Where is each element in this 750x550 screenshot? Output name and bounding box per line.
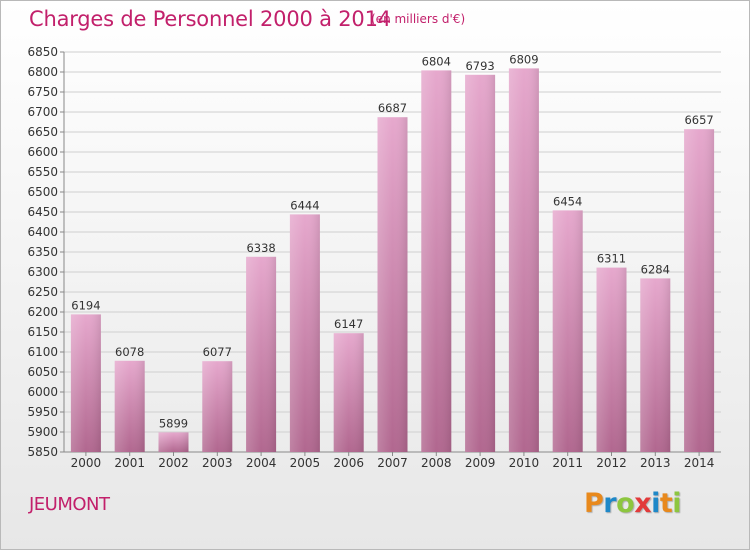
x-tick-label: 2002 [158, 456, 189, 470]
y-tick-label: 6800 [27, 65, 58, 79]
bar-shade [640, 278, 671, 452]
y-tick-label: 6050 [27, 365, 58, 379]
bar-shade [202, 361, 233, 452]
data-label: 5899 [159, 416, 188, 430]
x-tick-label: 2009 [465, 456, 496, 470]
y-tick-label: 6450 [27, 205, 58, 219]
bar-shade [70, 314, 101, 452]
y-tick-label: 6100 [27, 345, 58, 359]
logo-letter: r [603, 488, 617, 519]
data-label: 6077 [203, 345, 232, 359]
y-tick-label: 6150 [27, 325, 58, 339]
data-labels: 6194 6078 5899 6077 6338 6444 6147 6687 6804 6793… [71, 52, 713, 430]
data-label: 6444 [290, 198, 319, 212]
data-label: 6194 [71, 298, 100, 312]
y-tick-label: 5950 [27, 405, 58, 419]
x-tick-label: 2012 [596, 456, 627, 470]
data-label: 6147 [334, 317, 363, 331]
bar-shade [684, 129, 715, 452]
bar-shade [289, 214, 320, 452]
bars [70, 68, 715, 453]
x-tick-label: 2008 [421, 456, 452, 470]
x-tick-label: 2005 [290, 456, 321, 470]
data-label: 6078 [115, 345, 144, 359]
bar-shade [246, 256, 277, 452]
data-label: 6687 [378, 101, 407, 115]
logo-letter: i [672, 488, 682, 519]
bar-shade [114, 360, 145, 452]
data-label: 6454 [553, 194, 582, 208]
y-tick-label: 6850 [27, 45, 58, 59]
logo-letter: x [634, 488, 652, 519]
y-tick-label: 5900 [27, 425, 58, 439]
y-tick-label: 6550 [27, 165, 58, 179]
x-tick-label: 2007 [377, 456, 408, 470]
logo-letter: P [584, 488, 604, 519]
y-tick-label: 6600 [27, 145, 58, 159]
commune-name: JEUMONT [29, 494, 110, 515]
x-tick-label: 2010 [509, 456, 540, 470]
x-tick-label: 2001 [114, 456, 145, 470]
y-tick-label: 6700 [27, 105, 58, 119]
y-axis-ticks: 5850 5900 5950 6000 6050 6100 6150 6200 6250 6300… [27, 45, 64, 459]
logo-letter: t [659, 488, 673, 519]
proxiti-logo: Proxiti [584, 488, 682, 519]
bar-shade [333, 333, 364, 452]
bar-shade [465, 74, 496, 453]
y-tick-label: 6200 [27, 305, 58, 319]
x-tick-label: 2003 [202, 456, 233, 470]
data-label: 6793 [465, 59, 494, 73]
x-tick-label: 2000 [71, 456, 102, 470]
y-tick-label: 6350 [27, 245, 58, 259]
y-tick-label: 6400 [27, 225, 58, 239]
bar-shade [508, 68, 539, 453]
x-tick-label: 2011 [552, 456, 583, 470]
chart-subtitle: (en milliers d'€) [371, 12, 466, 26]
bar-shade [158, 432, 189, 452]
y-tick-label: 6750 [27, 85, 58, 99]
x-tick-label: 2014 [684, 456, 715, 470]
y-tick-label: 6000 [27, 385, 58, 399]
x-tick-label: 2006 [333, 456, 364, 470]
y-tick-label: 5850 [27, 445, 58, 459]
bar-shade [552, 210, 583, 452]
bar-shade [596, 267, 627, 452]
x-tick-label: 2013 [640, 456, 671, 470]
x-axis-ticks: 2000 2001 2002 2003 2004 2005 2006 2007 2008 2009… [71, 452, 715, 470]
data-label: 6311 [597, 252, 626, 266]
logo-letter: i [651, 488, 660, 519]
y-tick-label: 6650 [27, 125, 58, 139]
data-label: 6809 [509, 52, 538, 66]
y-tick-label: 6250 [27, 285, 58, 299]
chart-title: Charges de Personnel 2000 à 2014 [29, 7, 391, 31]
data-label: 6338 [246, 241, 275, 255]
y-tick-label: 6500 [27, 185, 58, 199]
bar-shade [421, 70, 452, 453]
data-label: 6284 [641, 262, 670, 276]
bar-shade [377, 117, 408, 452]
data-label: 6657 [684, 113, 713, 127]
x-tick-label: 2004 [246, 456, 277, 470]
logo-letter: o [616, 488, 635, 519]
data-label: 6804 [422, 54, 451, 68]
y-tick-label: 6300 [27, 265, 58, 279]
